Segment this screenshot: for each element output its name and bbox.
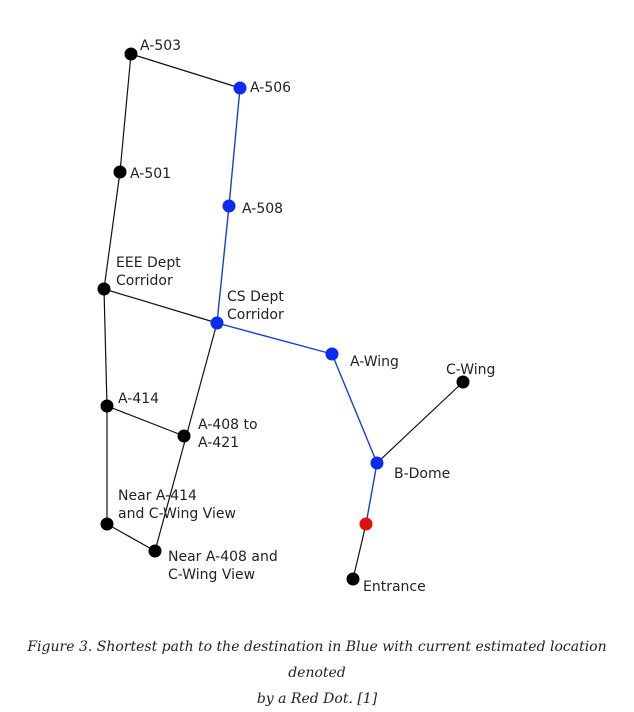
node-current bbox=[359, 517, 373, 531]
node-a503 bbox=[124, 47, 138, 61]
node-label-line: Corridor bbox=[116, 273, 173, 289]
graph-nodes bbox=[97, 47, 470, 586]
node-bdome bbox=[370, 456, 384, 470]
node-label-near408: Near A-408 and C-Wing View bbox=[168, 549, 278, 583]
node-label-line: Near A-408 and bbox=[168, 549, 278, 565]
node-label-bdome: B-Dome bbox=[394, 466, 450, 482]
path-edge-a506-a508 bbox=[228, 87, 241, 207]
node-eee bbox=[97, 282, 111, 296]
node-a501 bbox=[113, 165, 127, 179]
node-a508 bbox=[222, 199, 236, 213]
node-label-line: A-506 bbox=[250, 80, 291, 96]
caption-line-1: Figure 3. Shortest path to the destinati… bbox=[27, 639, 607, 681]
edge-a503-a501 bbox=[119, 53, 132, 173]
edge-eee-a414 bbox=[103, 288, 108, 407]
node-label-line: Near A-414 bbox=[118, 488, 197, 504]
node-label-near414: Near A-414 and C-Wing View bbox=[118, 488, 236, 522]
node-label-entrance: Entrance bbox=[363, 579, 426, 595]
node-label-line: A-508 bbox=[242, 201, 283, 217]
node-label-line: C-Wing bbox=[446, 362, 495, 378]
node-label-line: B-Dome bbox=[394, 466, 450, 482]
edge-a503-a506 bbox=[130, 53, 241, 89]
edge-eee-cs bbox=[103, 288, 218, 324]
node-near408 bbox=[148, 544, 162, 558]
node-label-cwing: C-Wing bbox=[446, 362, 495, 378]
node-label-line: C-Wing View bbox=[168, 567, 255, 583]
node-label-line: EEE Dept bbox=[116, 255, 181, 271]
node-label-eee: EEE Dept Corridor bbox=[116, 255, 181, 289]
node-a414 bbox=[100, 399, 114, 413]
node-near414 bbox=[100, 517, 114, 531]
edge-near414-near408 bbox=[106, 523, 156, 552]
node-label-awing: A-Wing bbox=[350, 354, 399, 370]
edge-current-entrance bbox=[352, 523, 367, 580]
node-label-line: A-Wing bbox=[350, 354, 399, 370]
edge-bdome-cwing bbox=[376, 381, 464, 464]
node-label-line: A-503 bbox=[140, 38, 181, 54]
node-label-a501: A-501 bbox=[130, 166, 171, 182]
path-edge-awing-bdome bbox=[331, 353, 378, 464]
node-label-a508: A-508 bbox=[242, 201, 283, 217]
node-label-line: A-421 bbox=[198, 435, 239, 451]
node-a408 bbox=[177, 429, 191, 443]
edge-a501-eee bbox=[103, 171, 121, 290]
node-label-line: CS Dept bbox=[227, 289, 284, 305]
path-edge-cs-awing bbox=[216, 322, 333, 355]
node-label-line: A-501 bbox=[130, 166, 171, 182]
node-label-a503: A-503 bbox=[140, 38, 181, 54]
node-label-a408: A-408 to A-421 bbox=[198, 417, 258, 451]
node-entrance bbox=[346, 572, 360, 586]
node-label-line: A-408 to bbox=[198, 417, 258, 433]
node-label-a414: A-414 bbox=[118, 391, 159, 407]
path-edge-bdome-current bbox=[365, 462, 378, 525]
path-edge-a508-cs bbox=[216, 205, 230, 324]
node-label-line: Corridor bbox=[227, 307, 284, 323]
node-label-a506: A-506 bbox=[250, 80, 291, 96]
node-awing bbox=[325, 347, 339, 361]
node-label-line: A-414 bbox=[118, 391, 159, 407]
node-label-line: Entrance bbox=[363, 579, 426, 595]
figure-caption: Figure 3. Shortest path to the destinati… bbox=[20, 634, 614, 712]
node-cwing bbox=[456, 375, 470, 389]
caption-line-2: by a Red Dot. [1] bbox=[256, 691, 378, 707]
edge-a414-a408 bbox=[106, 405, 185, 437]
node-a506 bbox=[233, 81, 247, 95]
node-label-line: and C-Wing View bbox=[118, 506, 236, 522]
node-label-cs: CS Dept Corridor bbox=[227, 289, 284, 323]
node-cs bbox=[210, 316, 224, 330]
